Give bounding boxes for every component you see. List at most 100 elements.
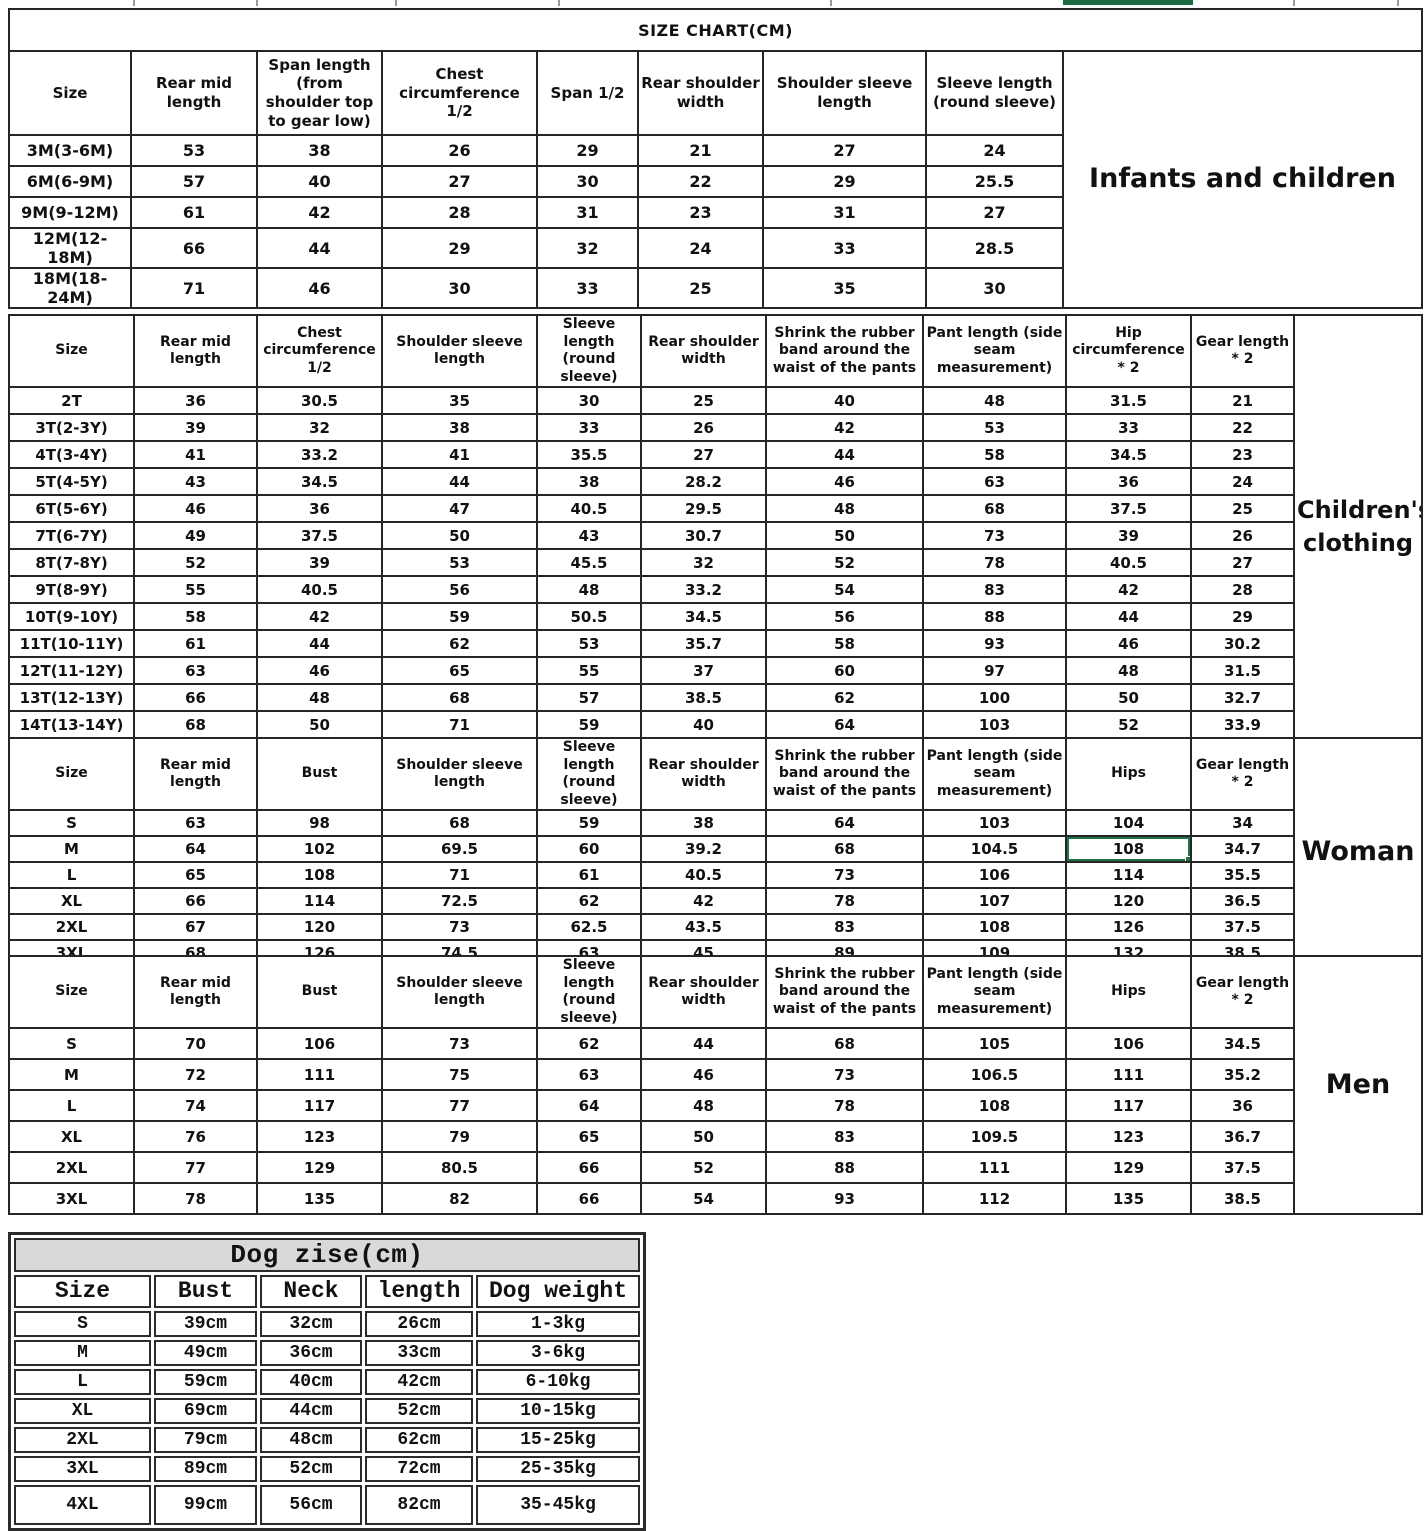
cell: 66 [133, 887, 258, 915]
cell: 69.5 [381, 835, 538, 863]
cell: 33.2 [640, 575, 767, 604]
row-size-label: 8T(7-8Y) [8, 548, 135, 577]
cell: 30.7 [640, 521, 767, 550]
cell: 108 [922, 913, 1067, 941]
cell: 89cm [154, 1455, 257, 1482]
infants-children-size-table: SIZE CHART(CM) Size Rear mid length Span le… [7, 8, 1424, 309]
table-title: Dog zise(cm) [14, 1238, 641, 1272]
cell: 76 [133, 1120, 258, 1153]
cell: 77 [133, 1151, 258, 1184]
cell: 34.5 [1190, 1027, 1295, 1060]
cell: 23 [637, 196, 764, 229]
cell: 66 [536, 1151, 642, 1184]
cell: 70 [133, 1027, 258, 1060]
column-header: Size [8, 314, 135, 388]
cell: 83 [922, 575, 1067, 604]
column-header: Rear shoulder width [640, 737, 767, 811]
cell: 64 [765, 809, 924, 837]
column-header: Chest circumference 1/2 [381, 50, 538, 136]
cell: 36 [133, 386, 258, 415]
cell: 111 [256, 1058, 383, 1091]
table-row: 2XL 79cm 48cm 62cm 15-25kg [14, 1426, 641, 1453]
column-header: Shoulder sleeve length [381, 955, 538, 1029]
row-size-label: 7T(6-7Y) [8, 521, 135, 550]
cell: 56 [765, 602, 924, 631]
table-row: 12M(12-18M) 66 44 29 32 24 33 28.5 [8, 227, 1422, 269]
cell: 48 [640, 1089, 767, 1122]
side-label: Woman [1293, 737, 1423, 967]
row-size-label: M [14, 1339, 151, 1366]
cell: 53 [381, 548, 538, 577]
cell: 117 [256, 1089, 383, 1122]
cell: 62 [765, 683, 924, 712]
column-header: Hip circumference * 2 [1065, 314, 1192, 388]
cell: 71 [381, 861, 538, 889]
row-size-label: 2XL [8, 1151, 135, 1184]
cell: 32.7 [1190, 683, 1295, 712]
cell: 1-3kg [476, 1310, 641, 1337]
column-header: Shoulder sleeve length [381, 314, 538, 388]
column-header: Pant length (side seam measurement) [922, 737, 1067, 811]
cell: 114 [1065, 861, 1192, 889]
cell: 48 [922, 386, 1067, 415]
row-size-label: M [8, 835, 135, 863]
cell: 34 [1190, 809, 1295, 837]
cell: 37.5 [1190, 913, 1295, 941]
cell: 35.5 [1190, 861, 1295, 889]
row-size-label: L [8, 861, 135, 889]
cell: 38.5 [640, 683, 767, 712]
cell: 52cm [365, 1397, 473, 1424]
column-header: Rear shoulder width [637, 50, 764, 136]
cell: 42cm [365, 1368, 473, 1395]
table-row: 2T 36 30.5 35 30 25 40 48 31.5 21 [8, 386, 1422, 415]
column-header: Rear mid length [133, 314, 258, 388]
cell: 22 [1190, 413, 1295, 442]
cell: 38 [536, 467, 642, 496]
cell: 21 [1190, 386, 1295, 415]
cell: 33.2 [256, 440, 383, 469]
cell: 99cm [154, 1484, 257, 1525]
side-label: Children's clothing [1293, 314, 1423, 739]
table-row: 18M(18-24M) 71 46 30 33 25 35 30 [8, 267, 1422, 309]
column-header: Shrink the rubber band around the waist … [765, 314, 924, 388]
cell: 109.5 [922, 1120, 1067, 1153]
cell: 65 [536, 1120, 642, 1153]
cell: 25 [637, 267, 764, 309]
row-size-label: 3T(2-3Y) [8, 413, 135, 442]
cell: 43.5 [640, 913, 767, 941]
cell: 29 [381, 227, 538, 269]
row-size-label: 2T [8, 386, 135, 415]
cell: 79 [381, 1120, 538, 1153]
cell: 107 [922, 887, 1067, 915]
cell: 33 [762, 227, 927, 269]
cell: 44 [640, 1027, 767, 1060]
cell: 123 [1065, 1120, 1192, 1153]
row-size-label: 9M(9-12M) [8, 196, 132, 229]
table-row: XL 66 114 72.5 62 42 78 107 120 36.5 [8, 887, 1422, 915]
cell: 62 [536, 1027, 642, 1060]
cell: 48cm [260, 1426, 362, 1453]
column-header: Gear length * 2 [1190, 955, 1295, 1029]
column-header: Size [8, 737, 135, 811]
cell: 111 [1065, 1058, 1192, 1091]
cell: 10-15kg [476, 1397, 641, 1424]
cell: 126 [1065, 913, 1192, 941]
table-row: 3M(3-6M) 53 38 26 29 21 27 24 [8, 134, 1422, 167]
column-header: Hips [1065, 955, 1192, 1029]
cell: 38.5 [1190, 1182, 1295, 1215]
cell: 48 [256, 683, 383, 712]
cell: 72.5 [381, 887, 538, 915]
cell: 27 [640, 440, 767, 469]
cell: 24 [925, 134, 1064, 167]
table-row: 9M(9-12M) 61 42 28 31 23 31 27 [8, 196, 1422, 229]
cell: 103 [922, 809, 1067, 837]
cell: 106.5 [922, 1058, 1067, 1091]
cell: 38 [381, 413, 538, 442]
cell: 73 [922, 521, 1067, 550]
cell: 23 [1190, 440, 1295, 469]
cell: 40cm [260, 1368, 362, 1395]
cell: 46 [256, 656, 383, 685]
row-size-label: 2XL [14, 1426, 151, 1453]
row-size-label: 5T(4-5Y) [8, 467, 135, 496]
column-header: Rear shoulder width [640, 955, 767, 1029]
